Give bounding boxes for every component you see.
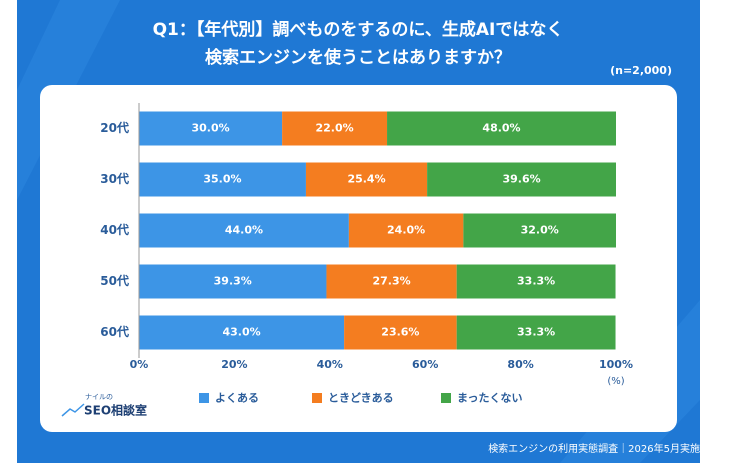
chart-title: Q1：【年代別】調べものをするのに、生成AIではなく (153, 19, 564, 40)
bar-segment (139, 213, 349, 248)
bar-segment (387, 111, 616, 146)
bar-segment (463, 213, 616, 248)
legend-label: よくある (215, 392, 259, 405)
bar-segment (344, 315, 457, 350)
value-label: 48.0% (482, 122, 520, 135)
value-label: 22.0% (315, 122, 353, 135)
legend-swatch (441, 393, 451, 403)
value-label: 39.6% (502, 173, 540, 186)
bar-segment (305, 162, 428, 197)
source: 検索エンジンの利用実態調査｜2026年5月実施 (488, 442, 700, 455)
legend-label: ときどきある (328, 392, 394, 405)
value-label: 24.0% (387, 224, 425, 237)
y-tick-label: 20代 (100, 120, 129, 135)
sample-note: (n=2,000) (610, 64, 672, 77)
legend-swatch (199, 393, 209, 403)
value-label: 23.6% (381, 326, 419, 339)
bar-segment (139, 315, 345, 350)
logo-icon (61, 403, 85, 417)
value-label: 33.3% (517, 275, 555, 288)
bar-segment (456, 315, 616, 350)
x-tick-label: 80% (507, 358, 533, 371)
bar-segment (348, 213, 464, 248)
bar-segment (326, 264, 457, 299)
value-label: 27.3% (372, 275, 410, 288)
value-label: 30.0% (191, 122, 229, 135)
value-label: 39.3% (214, 275, 252, 288)
logo-small: ナイルの (85, 393, 113, 401)
value-label: 35.0% (203, 173, 241, 186)
x-tick-label: 60% (412, 358, 438, 371)
x-tick-label: 0% (130, 358, 149, 371)
x-tick-label: 40% (317, 358, 343, 371)
y-tick-label: 40代 (100, 222, 129, 237)
value-label: 43.0% (222, 326, 260, 339)
bar-segment (456, 264, 616, 299)
value-label: 44.0% (225, 224, 263, 237)
bar-segment (139, 264, 327, 299)
bar-segment (139, 111, 283, 146)
logo-main: SEO相談室 (84, 403, 147, 418)
legend-label: まったくない (457, 392, 523, 405)
value-label: 32.0% (521, 224, 559, 237)
y-tick-label: 50代 (100, 273, 129, 288)
y-tick-label: 30代 (100, 171, 129, 186)
x-tick-label: 20% (221, 358, 247, 371)
bar-segment (427, 162, 616, 197)
bar-segment (139, 162, 306, 197)
y-tick-label: 60代 (100, 324, 129, 339)
value-label: 33.3% (517, 326, 555, 339)
legend-swatch (312, 393, 322, 403)
chart-title: 検索エンジンを使うことはありますか？ (205, 47, 511, 68)
value-label: 25.4% (347, 173, 385, 186)
bar-segment (282, 111, 388, 146)
x-tick-label: 100% (599, 358, 633, 371)
x-axis-label: (%) (607, 376, 624, 387)
